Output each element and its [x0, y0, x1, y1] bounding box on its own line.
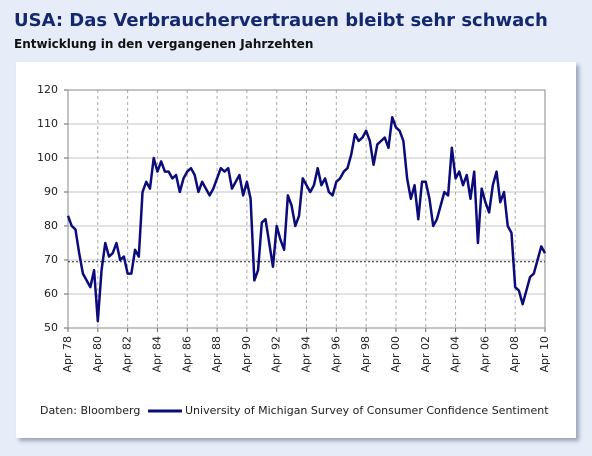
x-tick-label: Apr 90 [240, 336, 253, 373]
x-tick-label: Apr 08 [508, 336, 521, 373]
legend-label: University of Michigan Survey of Consume… [185, 404, 549, 417]
y-tick-label: 50 [44, 321, 58, 334]
y-tick-label: 60 [44, 287, 58, 300]
y-tick-label: 80 [44, 219, 58, 232]
x-tick-label: Apr 80 [91, 336, 104, 373]
x-tick-label: Apr 86 [180, 336, 193, 373]
x-tick-label: Apr 00 [389, 336, 402, 373]
x-tick-label: Apr 78 [61, 336, 74, 373]
x-tick-label: Apr 98 [359, 336, 372, 373]
plot-frame [67, 89, 546, 329]
y-tick-label: 70 [44, 253, 58, 266]
y-tick-label: 100 [37, 151, 58, 164]
x-tick-label: Apr 10 [538, 336, 551, 373]
chart-panel [16, 62, 576, 438]
x-tick-label: Apr 92 [270, 336, 283, 373]
x-tick-label: Apr 82 [121, 336, 134, 373]
y-tick-label: 120 [37, 83, 58, 96]
y-tick-label: 110 [37, 117, 58, 130]
source-note: Daten: Bloomberg [40, 404, 140, 417]
x-tick-label: Apr 06 [478, 336, 491, 373]
x-tick-label: Apr 88 [210, 336, 223, 373]
data-line [66, 115, 547, 323]
x-tick-label: Apr 84 [150, 336, 163, 373]
x-tick-label: Apr 02 [419, 336, 432, 373]
x-tick-label: Apr 04 [449, 336, 462, 373]
y-tick-label: 90 [44, 185, 58, 198]
x-tick-label: Apr 94 [300, 336, 313, 373]
chart-subtitle: Entwicklung in den vergangenen Jahrzehte… [14, 37, 314, 51]
chart-title: USA: Das Verbrauchervertrauen bleibt seh… [14, 10, 548, 31]
x-tick-label: Apr 96 [329, 336, 342, 373]
